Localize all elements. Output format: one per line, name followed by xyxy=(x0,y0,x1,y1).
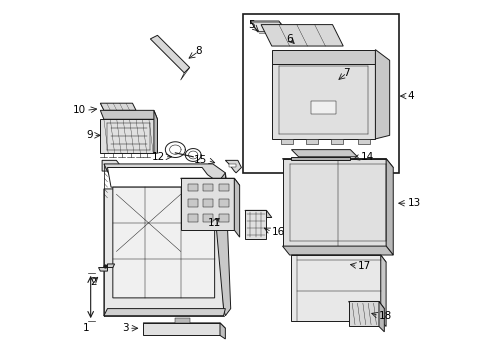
Polygon shape xyxy=(150,35,190,73)
Polygon shape xyxy=(306,139,318,144)
Text: 16: 16 xyxy=(272,227,285,237)
Polygon shape xyxy=(100,103,136,111)
Polygon shape xyxy=(292,255,381,321)
Polygon shape xyxy=(100,111,157,119)
Polygon shape xyxy=(281,139,293,144)
Text: 6: 6 xyxy=(286,34,293,44)
Text: 15: 15 xyxy=(194,156,207,165)
Polygon shape xyxy=(375,50,390,139)
Text: 11: 11 xyxy=(208,218,221,228)
Polygon shape xyxy=(113,187,215,298)
Text: 18: 18 xyxy=(379,311,392,321)
Polygon shape xyxy=(213,173,231,316)
Polygon shape xyxy=(386,158,393,255)
Polygon shape xyxy=(188,184,198,192)
Polygon shape xyxy=(98,264,115,271)
Polygon shape xyxy=(154,111,157,153)
Polygon shape xyxy=(229,164,236,167)
Text: 17: 17 xyxy=(358,261,371,271)
Text: 12: 12 xyxy=(151,152,165,162)
Polygon shape xyxy=(219,184,228,192)
Polygon shape xyxy=(175,318,190,323)
Text: 1: 1 xyxy=(83,323,89,333)
Polygon shape xyxy=(245,210,272,217)
Polygon shape xyxy=(245,210,267,239)
Polygon shape xyxy=(292,157,350,160)
Polygon shape xyxy=(250,21,286,32)
Text: 4: 4 xyxy=(408,91,414,101)
Text: 7: 7 xyxy=(343,68,350,78)
Polygon shape xyxy=(348,301,384,309)
Polygon shape xyxy=(381,255,386,327)
Polygon shape xyxy=(203,184,213,192)
Polygon shape xyxy=(261,24,343,46)
Polygon shape xyxy=(203,214,213,222)
Polygon shape xyxy=(220,323,225,339)
Polygon shape xyxy=(358,139,370,144)
Polygon shape xyxy=(292,150,358,157)
Polygon shape xyxy=(143,323,225,328)
Polygon shape xyxy=(348,301,379,327)
Polygon shape xyxy=(219,214,228,222)
Polygon shape xyxy=(379,301,384,332)
Polygon shape xyxy=(100,119,154,153)
Polygon shape xyxy=(283,246,393,255)
Text: 2: 2 xyxy=(90,277,97,287)
Text: 3: 3 xyxy=(122,323,129,333)
Polygon shape xyxy=(331,139,343,144)
Polygon shape xyxy=(272,50,375,64)
Polygon shape xyxy=(181,178,240,185)
Text: 5: 5 xyxy=(248,19,255,30)
Polygon shape xyxy=(102,160,122,171)
Text: 13: 13 xyxy=(408,198,421,208)
Polygon shape xyxy=(104,189,223,316)
Polygon shape xyxy=(181,178,234,230)
Text: 10: 10 xyxy=(73,105,86,115)
Polygon shape xyxy=(143,323,220,336)
Polygon shape xyxy=(283,158,393,167)
Text: 8: 8 xyxy=(195,46,202,57)
Text: 14: 14 xyxy=(361,152,374,162)
Polygon shape xyxy=(225,160,242,173)
Polygon shape xyxy=(219,199,228,207)
Polygon shape xyxy=(203,199,213,207)
Bar xyxy=(243,14,398,173)
Polygon shape xyxy=(311,102,336,114)
Polygon shape xyxy=(188,199,198,207)
Polygon shape xyxy=(272,64,375,139)
Polygon shape xyxy=(104,309,225,316)
Text: 9: 9 xyxy=(87,130,93,140)
Polygon shape xyxy=(104,164,227,189)
Polygon shape xyxy=(188,214,198,222)
Polygon shape xyxy=(107,167,220,187)
Polygon shape xyxy=(283,158,386,246)
Polygon shape xyxy=(292,255,386,262)
Polygon shape xyxy=(234,178,240,237)
